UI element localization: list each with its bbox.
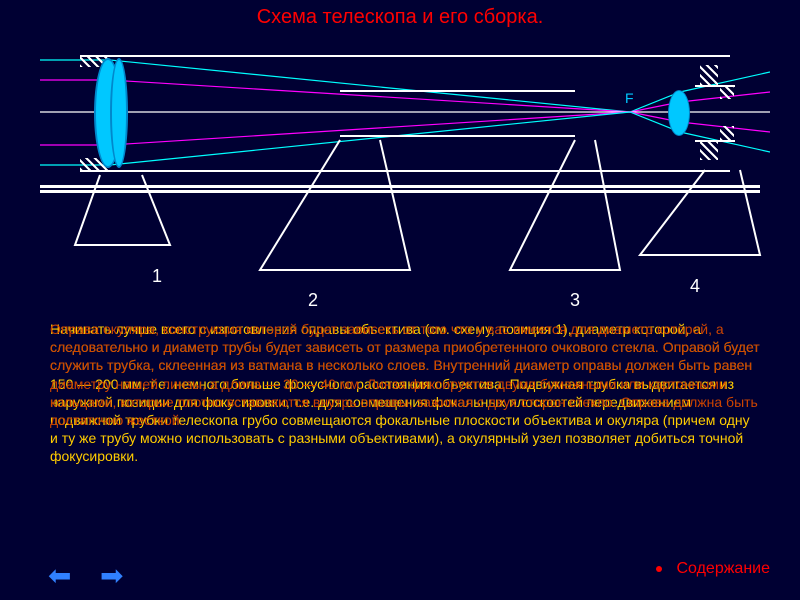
callout-3: 3 <box>570 290 580 311</box>
tube-bottom <box>80 170 730 172</box>
hatched-block <box>700 140 718 160</box>
content-bullet <box>656 566 662 572</box>
inner-tube-top <box>340 90 575 92</box>
focal-point-label: F <box>625 90 634 106</box>
stand-top <box>40 185 760 188</box>
next-arrow[interactable]: ➡ <box>100 559 123 592</box>
inner-tube-bottom <box>340 135 575 137</box>
tube-top <box>80 55 730 57</box>
hatched-block <box>720 85 734 99</box>
content-link[interactable]: Содержание <box>676 560 770 578</box>
body-text-area: Начинать лучше всего с изготовления опра… <box>50 320 760 550</box>
stand-bottom <box>40 190 760 193</box>
prev-arrow[interactable]: ⬅ <box>48 559 71 592</box>
objective-lens-2 <box>110 58 128 168</box>
page-title: Схема телескопа и его сборка. <box>0 0 800 29</box>
hatched-block <box>700 65 718 85</box>
telescope-diagram: F 1 2 3 4 <box>30 30 770 310</box>
text-layer-red: Оправа окуляра, конструкция которой буде… <box>50 320 760 429</box>
callout-2: 2 <box>308 290 318 311</box>
callout-4: 4 <box>690 276 700 297</box>
eyepiece-lens <box>668 90 690 136</box>
callout-1: 1 <box>152 266 162 287</box>
hatched-block <box>720 126 734 140</box>
